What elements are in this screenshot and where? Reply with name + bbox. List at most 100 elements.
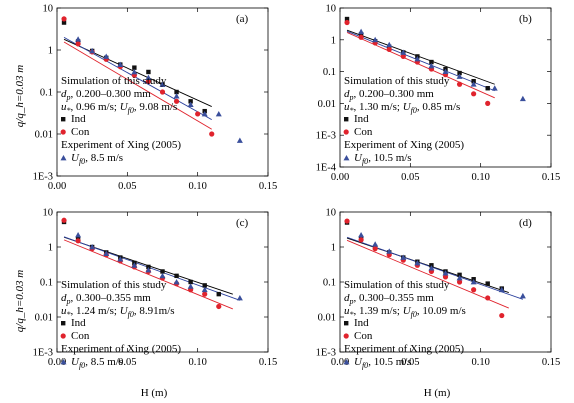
point-con [75, 41, 81, 47]
y-tick-label: 10 [326, 4, 337, 15]
point-xing [491, 85, 498, 91]
experiment-title: Experiment of Xing (2005) [344, 139, 464, 151]
point-ind [160, 269, 165, 274]
x-tick-label: 0.00 [48, 357, 66, 368]
point-xing [236, 294, 243, 301]
chart-panel-1: 10 1 0.1 0.01 1E-30.00 0.05 0.10 0.15 (a) Simulat… [33, 4, 278, 193]
y-tick-label: 1E-3 [33, 172, 53, 183]
panel-label: (c) [236, 217, 249, 229]
point-ind [202, 283, 207, 288]
point-ind [485, 281, 490, 286]
chart-panel-4: 10 1 0.1 0.01 1E-30.00 0.05 0.10 0.15 (d) Simulat… [316, 208, 561, 371]
legend-ind-label: Ind [354, 113, 369, 125]
legend-con-marker [343, 129, 349, 135]
legend-con-marker [60, 129, 66, 135]
annotation-title: Simulation of this study [61, 279, 167, 291]
point-xing [470, 81, 477, 87]
experiment-title: Experiment of Xing (2005) [61, 343, 181, 355]
point-xing [428, 63, 435, 69]
y-tick-label: 0.01 [318, 313, 336, 324]
y-tick-label: 0.1 [323, 278, 336, 289]
point-con [456, 279, 463, 285]
point-xing [215, 110, 222, 117]
point-ind [457, 272, 462, 278]
point-xing [159, 81, 166, 88]
legend-ind-marker [344, 321, 349, 326]
point-con [456, 81, 463, 87]
point-xing [89, 244, 96, 250]
legend-ind-label: Ind [354, 317, 369, 329]
annotation-dp: dp, 0.300–0.355 mm [344, 292, 434, 306]
y-axis-label-top: q/q_h=0.03 m [14, 65, 26, 127]
y-tick-label: 10 [326, 208, 337, 219]
legend-xing-marker [60, 155, 67, 161]
point-ind [344, 16, 350, 22]
point-con [61, 16, 67, 22]
point-xing [498, 286, 505, 293]
legend-xing-label: Uf0, 10.5 m/s [354, 356, 412, 370]
point-con [209, 131, 215, 137]
point-xing [117, 61, 124, 67]
annotation-dp: dp, 0.200–0.300 mm [61, 88, 151, 102]
point-xing [117, 256, 124, 262]
annotation-params: u*, 1.24 m/s; Uf0, 8.91m/s [61, 305, 175, 319]
y-tick-label: 0.1 [323, 67, 336, 78]
point-con [499, 312, 505, 319]
point-xing [372, 36, 379, 43]
point-con [358, 237, 364, 243]
point-xing [187, 283, 194, 289]
point-con [442, 274, 449, 280]
point-xing [428, 265, 435, 271]
fit-line-con [346, 239, 509, 309]
point-xing [386, 248, 393, 254]
legend-ind-label: Ind [71, 317, 86, 329]
point-ind [146, 69, 151, 75]
y-tick-label: 1 [48, 243, 53, 254]
plot-frame [339, 7, 552, 168]
point-con [400, 53, 406, 60]
fit-line-con [63, 41, 212, 130]
y-tick-label: 10 [43, 208, 54, 219]
y-tick-label: 0.01 [318, 99, 336, 110]
point-xing [386, 41, 393, 48]
legend-xing-label: Uf0, 8.5 m/s [71, 356, 123, 370]
point-xing [358, 28, 365, 35]
experiment-title: Experiment of Xing (2005) [61, 139, 181, 151]
y-tick-label: 0.1 [40, 88, 53, 99]
point-xing [236, 137, 243, 143]
y-tick-label: 1E-3 [33, 348, 53, 359]
x-tick-label: 0.00 [331, 357, 349, 368]
annotation-title: Simulation of this study [61, 75, 167, 87]
fit-line-con [346, 32, 495, 99]
point-xing [456, 275, 463, 281]
legend-xing-marker [343, 359, 350, 365]
y-tick-label: 1 [331, 243, 336, 254]
point-xing [400, 254, 407, 260]
point-con [173, 98, 180, 104]
point-con [75, 238, 81, 244]
point-con [344, 218, 350, 224]
annotation-params: u*, 1.39 m/s; Uf0, 10.09 m/s [344, 305, 466, 319]
legend-xing-label: Uf0, 8.5 m/s [71, 152, 123, 166]
x-tick-label: 0.05 [401, 357, 419, 368]
point-xing [470, 279, 477, 285]
fit-line-con [63, 239, 234, 310]
x-tick-label: 0.10 [188, 357, 206, 368]
x-tick-label: 0.05 [401, 172, 419, 183]
point-ind [188, 279, 193, 285]
annotation-dp: dp, 0.200–0.300 mm [344, 88, 434, 102]
point-xing [519, 292, 526, 299]
x-tick-label: 0.15 [542, 172, 560, 183]
annotation-params: u*, 1.30 m/s; Uf0, 0.85 m/s [344, 101, 460, 115]
point-xing [400, 49, 407, 55]
x-tick-label: 0.00 [48, 181, 66, 192]
y-tick-label: 0.01 [35, 130, 53, 141]
point-xing [442, 270, 449, 276]
y-tick-label: 1E-3 [316, 131, 336, 142]
legend-ind-marker [61, 117, 66, 122]
point-xing [145, 74, 152, 81]
annotation-dp: dp, 0.300–0.355 mm [61, 292, 151, 306]
point-xing [372, 241, 379, 247]
annotation-title: Simulation of this study [344, 75, 450, 87]
